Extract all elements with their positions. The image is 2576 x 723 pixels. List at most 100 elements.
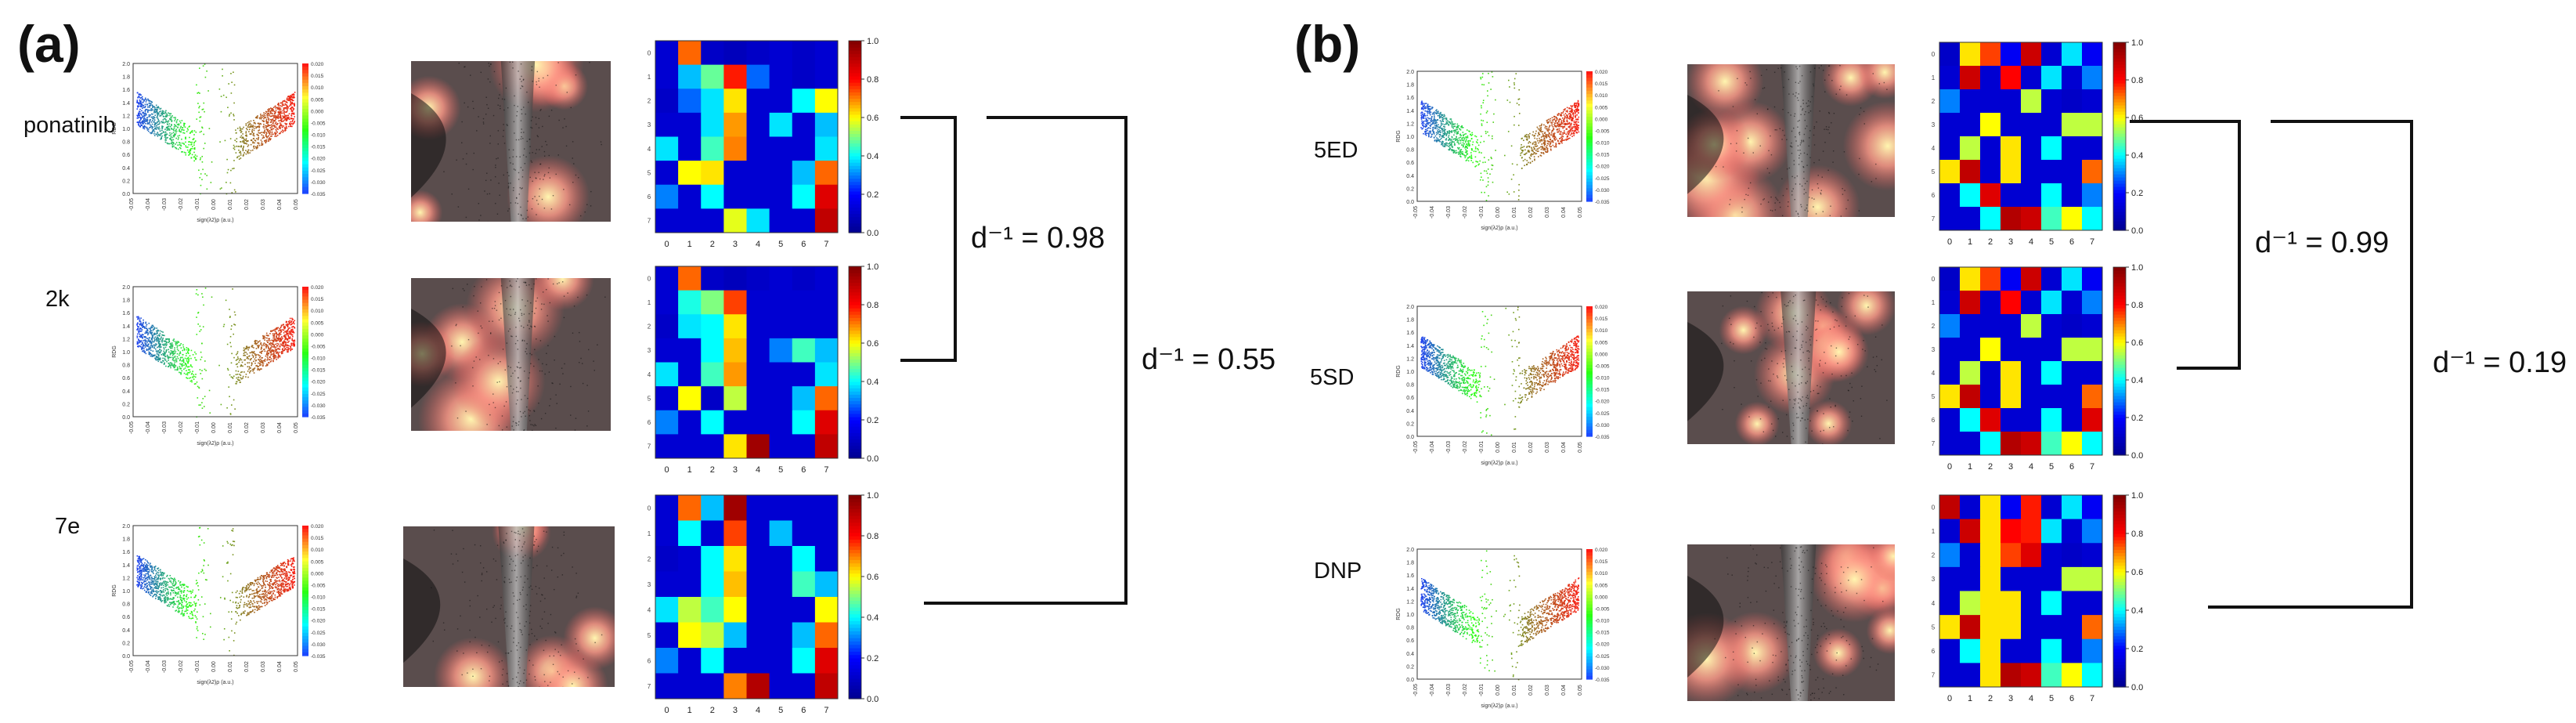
scatter-x-tick: 0.05	[1578, 685, 1583, 696]
scatter-colorbar-segment	[1586, 182, 1593, 186]
heatmap-cell	[769, 89, 793, 114]
scatter-y-tick: 0.6	[122, 615, 130, 620]
scatter-y-tick: 0.4	[1406, 174, 1414, 179]
colorbar-segment	[849, 580, 861, 584]
colorbar-segment	[849, 53, 861, 58]
colorbar-segment	[2113, 164, 2126, 168]
scatter-x-tick: 0.02	[1528, 442, 1534, 453]
scatter-plot-ponatinib: -0.05 -0.04 -0.03 -0.02 -0.01 0.00 0.01 0.02 0.0…	[110, 59, 337, 227]
colorbar-segment	[849, 641, 861, 645]
scatter-y-tick: 1.2	[122, 337, 130, 342]
scatter-colorbar-segment	[1586, 633, 1593, 638]
colorbar-segment	[849, 613, 861, 618]
heatmap-y-tick: 5	[1932, 393, 1936, 400]
heatmap-y-tick: 7	[648, 683, 651, 690]
scatter-colorbar-segment	[1586, 84, 1593, 89]
colorbar-segment	[2113, 280, 2126, 284]
colorbar-segment	[2113, 439, 2126, 443]
heatmap-cell	[2082, 66, 2103, 90]
colorbar-segment	[2113, 364, 2126, 368]
heatmap-cell	[2001, 183, 2022, 208]
colorbar-segment	[849, 266, 861, 270]
scatter-colorbar-segment	[302, 67, 308, 70]
scatter-colorbar-segment	[302, 374, 308, 378]
thumb-beam	[500, 278, 536, 431]
scatter-colorbar-segment	[1586, 598, 1593, 602]
heatmap-cell	[701, 546, 724, 572]
scatter-colorbar-segment	[302, 167, 308, 172]
heatmap-x-tick: 6	[2069, 237, 2074, 247]
colorbar-segment	[2113, 526, 2126, 531]
colorbar-segment	[2113, 289, 2126, 293]
colorbar-segment	[849, 317, 861, 322]
heatmap-x-tick: 7	[2090, 237, 2094, 247]
heatmap-cell	[2082, 663, 2103, 688]
scatter-y-tick: 2.0	[1406, 70, 1414, 75]
colorbar-segment	[2113, 358, 2126, 362]
scatter-colorbar-segment	[302, 345, 308, 349]
panel-label-a: (a)	[17, 15, 81, 73]
heatmap-cell	[2062, 566, 2083, 591]
scatter-colorbar-segment	[302, 364, 308, 369]
scatter-colorbar-tick: -0.015	[1595, 388, 1610, 393]
colorbar-tick-label: 0.2	[867, 416, 879, 425]
scatter-colorbar-tick: -0.025	[1595, 411, 1610, 417]
colorbar-segment	[2113, 352, 2126, 356]
heatmap-cell	[2021, 385, 2042, 409]
colorbar-segment	[2113, 414, 2126, 418]
colorbar-segment	[849, 536, 861, 540]
colorbar-segment	[2113, 629, 2126, 634]
scatter-x-tick: 0.03	[261, 661, 266, 672]
scatter-colorbar-segment	[1586, 335, 1593, 340]
heatmap-cell	[746, 184, 770, 209]
scatter-xlabel: sign(λ2)ρ (a.u.)	[1481, 226, 1517, 231]
colorbar-segment	[2113, 652, 2126, 656]
colorbar-tick-label: 0.8	[2131, 301, 2143, 310]
scatter-x-tick: 0.02	[244, 422, 250, 433]
scatter-colorbar-segment	[302, 302, 308, 307]
colorbar-segment	[2113, 205, 2126, 209]
scatter-colorbar-segment	[1586, 191, 1593, 196]
colorbar-segment	[2113, 314, 2126, 318]
heatmap-cell	[723, 410, 747, 435]
colorbar-segment	[849, 204, 861, 208]
colorbar-segment	[2113, 283, 2126, 287]
colorbar-segment	[2113, 227, 2126, 231]
colorbar-segment	[849, 162, 861, 166]
heatmap-cell	[2001, 291, 2022, 315]
scatter-colorbar-segment	[302, 105, 308, 110]
heatmap-y-tick: 4	[648, 146, 651, 153]
scatter-frame	[132, 286, 298, 418]
heatmap-cell	[1960, 113, 1981, 137]
scatter-colorbar-segment	[302, 144, 308, 149]
colorbar-segment	[2113, 495, 2126, 499]
scatter-colorbar-segment	[302, 63, 308, 67]
scatter-frame	[1416, 305, 1582, 437]
colorbar-segment	[2113, 49, 2126, 52]
scatter-colorbar-segment	[1586, 581, 1593, 586]
heatmap-x-tick: 5	[2049, 462, 2054, 472]
colorbar-frame	[848, 266, 862, 459]
heatmap-cell	[814, 161, 839, 186]
scatter-xlabel: sign(λ2)ρ (a.u.)	[1481, 703, 1517, 709]
colorbar-segment	[849, 107, 861, 112]
colorbar-segment	[2113, 224, 2126, 228]
heatmap-cell	[2062, 136, 2083, 161]
scatter-colorbar-segment	[302, 378, 308, 381]
heatmap-cell	[2021, 663, 2042, 688]
heatmap-y-tick: 1	[648, 530, 651, 537]
heatmap-cell	[655, 622, 679, 649]
colorbar-segment	[849, 114, 861, 118]
scatter-xlabel: sign(λ2)ρ (a.u.)	[1481, 461, 1517, 466]
scatter-colorbar-tick: 0.015	[311, 74, 324, 79]
scatter-colorbar-segment	[302, 309, 308, 313]
colorbar-segment	[2113, 559, 2126, 563]
scatter-frame	[1416, 70, 1582, 202]
heatmap-cell	[678, 314, 702, 339]
heatmap-cell	[1960, 314, 1981, 338]
scatter-colorbar-segment	[302, 183, 308, 188]
heatmap-cell	[792, 571, 816, 598]
colorbar-segment	[849, 133, 861, 138]
scatter-x-tick: 0.03	[261, 199, 266, 210]
heatmap-cell	[678, 597, 702, 623]
